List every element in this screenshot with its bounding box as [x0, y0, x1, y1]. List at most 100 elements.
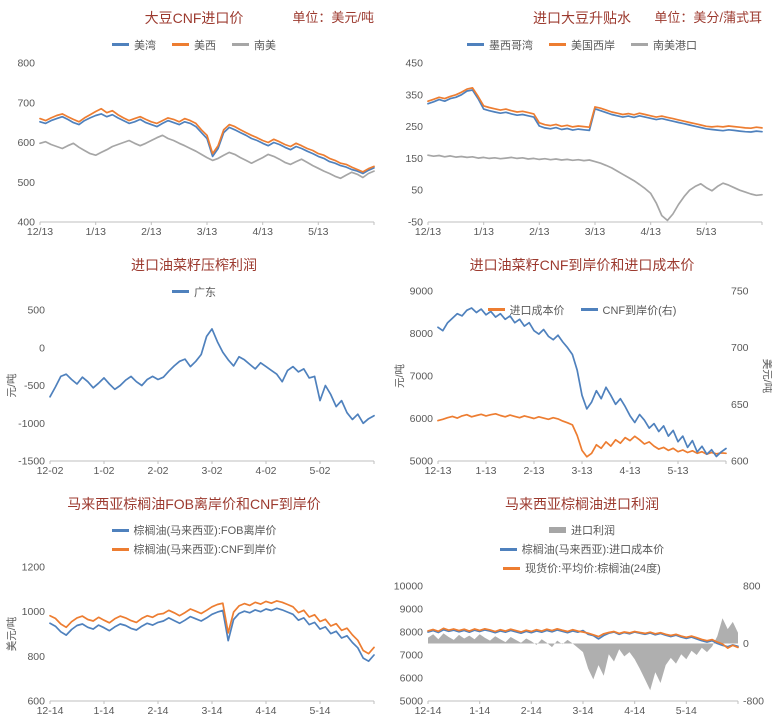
x-axis-tick-label: 3-14 — [572, 705, 593, 717]
x-axis-tick-label: 2-14 — [521, 705, 542, 717]
chart-plot: 9000 8000 7000 6000 5000 750 700 650 600 12-13 1-1… — [393, 286, 772, 478]
chart-rapeseed-cnf-and-import-cost: 进口油菜籽CNF到岸价和进口成本价 进口成本价 CNF到岸价(右) 9000 800… — [388, 239, 776, 478]
legend: 广东 — [4, 283, 384, 300]
legend-label: CNF到岸价(右) — [602, 304, 677, 317]
x-axis-tick-label: 4/13 — [252, 226, 273, 238]
legend-marker — [111, 528, 129, 532]
legend-label: 南美港口 — [653, 39, 697, 52]
chart-title: 马来西亚棕榈油进口利润 — [505, 496, 659, 512]
x-axis-tick-label: 5-14 — [309, 705, 330, 717]
series-line-5-1 — [427, 628, 739, 648]
series-line-1-1 — [427, 86, 763, 130]
legend-marker — [549, 527, 566, 533]
series-area-5-0 — [428, 618, 738, 691]
y-axis-tick-label: 600 — [17, 137, 35, 149]
legend-marker — [172, 43, 189, 46]
chart-title: 进口大豆升贴水 — [533, 10, 631, 26]
x-axis-tick-label: 4-13 — [619, 465, 640, 477]
legend-marker — [631, 43, 648, 46]
legend-marker — [580, 308, 598, 311]
y-axis-tick-label: 9000 — [410, 286, 434, 298]
legend-label: 南美 — [254, 39, 276, 52]
y-axis-right-title: 美元/吨 — [761, 359, 772, 394]
legend-item-3-0: 进口成本价 — [487, 302, 565, 318]
x-axis-tick-label: 5-02 — [309, 465, 330, 477]
legend-item-5-0: 进口利润 — [549, 522, 615, 538]
series-line-3-0 — [437, 412, 727, 458]
y-axis-tick-label: -50 — [408, 217, 423, 229]
y-axis-tick-label: 6000 — [400, 673, 424, 685]
legend-item-4-1: 棕榈油(马来西亚):CNF到岸价 — [111, 541, 277, 557]
y-axis-tick-label: 400 — [17, 217, 35, 229]
y-axis-right-tick-label: 600 — [731, 456, 749, 468]
series-line-3-1 — [437, 307, 727, 458]
series-line-0-0 — [39, 113, 375, 175]
plot-area: 800 700 600 500 400 12/13 1/13 2/13 3/13 4/13 5/13 — [4, 55, 384, 239]
legend-label: 棕榈油(马来西亚):进口成本价 — [521, 544, 665, 556]
x-axis-tick-label: 12-14 — [37, 705, 64, 717]
y-axis-tick-label: -500 — [24, 380, 45, 392]
series-line-5-2 — [427, 627, 739, 649]
legend: 美湾 美西 南美 — [4, 36, 384, 53]
legend: 棕榈油(马来西亚):FOB离岸价棕榈油(马来西亚):CNF到岸价 — [4, 522, 384, 557]
x-axis-tick-label: 5/13 — [308, 226, 329, 238]
unit-label: 单位：美元/吨 — [292, 10, 374, 25]
y-axis-tick-label: 500 — [17, 177, 35, 189]
x-axis-tick-label: 4-14 — [624, 705, 645, 717]
legend-marker — [112, 43, 129, 46]
y-axis-title: 元/吨 — [393, 364, 406, 388]
plot-area: 9000 8000 7000 6000 5000 750 700 650 600 12-13 1-1… — [392, 283, 772, 478]
x-axis-tick-label: 2/13 — [141, 226, 162, 238]
x-axis-tick-label: 2-02 — [147, 465, 168, 477]
chart-title: 进口油菜籽压榨利润 — [131, 257, 257, 273]
legend-label: 美国西岸 — [571, 39, 615, 52]
y-axis-tick-label: 6000 — [410, 413, 434, 425]
y-axis-tick-label: 600 — [27, 696, 45, 708]
series-line-0-1 — [39, 107, 375, 173]
chart-palm-oil-fob-cnf-price: 马来西亚棕榈油FOB离岸价和CNF到岸价 棕榈油(马来西亚):FOB离岸价 棕榈油… — [0, 478, 388, 718]
y-axis-tick-label: 450 — [405, 58, 423, 70]
legend-item-0-2: 南美 — [232, 37, 276, 53]
chart-header: 马来西亚棕榈油进口利润 — [392, 494, 772, 514]
chart-title: 进口油菜籽CNF到岸价和进口成本价 — [469, 257, 695, 273]
legend-marker — [172, 290, 189, 293]
y-axis-tick-label: 9000 — [400, 604, 424, 616]
legend-marker — [467, 43, 484, 46]
chart-soybean-cnf-import-price: 大豆CNF进口价 单位：美元/吨 美湾 美西 南美 800 700 600 500 400 1… — [0, 0, 388, 239]
y-axis-tick-label: 150 — [405, 153, 423, 165]
chart-header: 大豆CNF进口价 单位：美元/吨 — [4, 8, 384, 28]
legend: 墨西哥湾 美国西岸 南美港口 — [392, 36, 772, 53]
plot-area: 1200 1000 800 600 12-14 1-14 2-14 3-14 4-14 5-14 美… — [4, 559, 384, 718]
y-axis-tick-label: 700 — [17, 97, 35, 109]
series-line-4-0 — [49, 607, 375, 663]
chart-rapeseed-crush-margin: 进口油菜籽压榨利润 广东 500 0 -500 -1000 -1500 12-02 1-02… — [0, 239, 388, 478]
chart-palm-oil-import-profit: 马来西亚棕榈油进口利润 进口利润 棕榈油(马来西亚):进口成本价 现货价:平均价:棕… — [388, 478, 776, 718]
chart-header: 进口大豆升贴水 单位：美分/蒲式耳 — [392, 8, 772, 28]
y-axis-right-tick-label: 0 — [743, 638, 749, 650]
legend-label: 棕榈油(马来西亚):FOB离岸价 — [133, 525, 277, 537]
x-axis-tick-label: 2-14 — [147, 705, 168, 717]
legend: 进口成本价 CNF到岸价(右) — [388, 301, 776, 318]
x-axis-tick-label: 3-13 — [571, 465, 592, 477]
x-axis-tick-label: 1-02 — [93, 465, 114, 477]
chart-header: 进口油菜籽压榨利润 — [4, 255, 384, 275]
y-axis-tick-label: 500 — [27, 305, 45, 317]
chart-title: 马来西亚棕榈油FOB离岸价和CNF到岸价 — [67, 496, 321, 512]
series-line-2-0 — [49, 328, 375, 425]
legend-item-0-1: 美西 — [172, 37, 216, 53]
y-axis-right-tick-label: 650 — [731, 399, 749, 411]
series-line-1-2 — [427, 154, 763, 222]
plot-area: 10000 9000 8000 7000 6000 5000 800 0 -800 12-14 1-… — [392, 578, 772, 718]
x-axis-tick-label: 1-14 — [469, 705, 490, 717]
y-axis-tick-label: 1000 — [22, 606, 46, 618]
y-axis-right-tick-label: 800 — [743, 581, 761, 593]
chart-header: 进口油菜籽CNF到岸价和进口成本价 — [392, 255, 772, 275]
legend-label: 广东 — [194, 286, 216, 299]
x-axis-tick-label: 12/13 — [415, 226, 441, 238]
x-axis-tick-label: 3/13 — [585, 226, 606, 238]
legend-item-4-0: 棕榈油(马来西亚):FOB离岸价 — [111, 522, 277, 538]
y-axis-tick-label: 8000 — [410, 328, 434, 340]
legend-item-5-1: 棕榈油(马来西亚):进口成本价 — [499, 541, 665, 557]
